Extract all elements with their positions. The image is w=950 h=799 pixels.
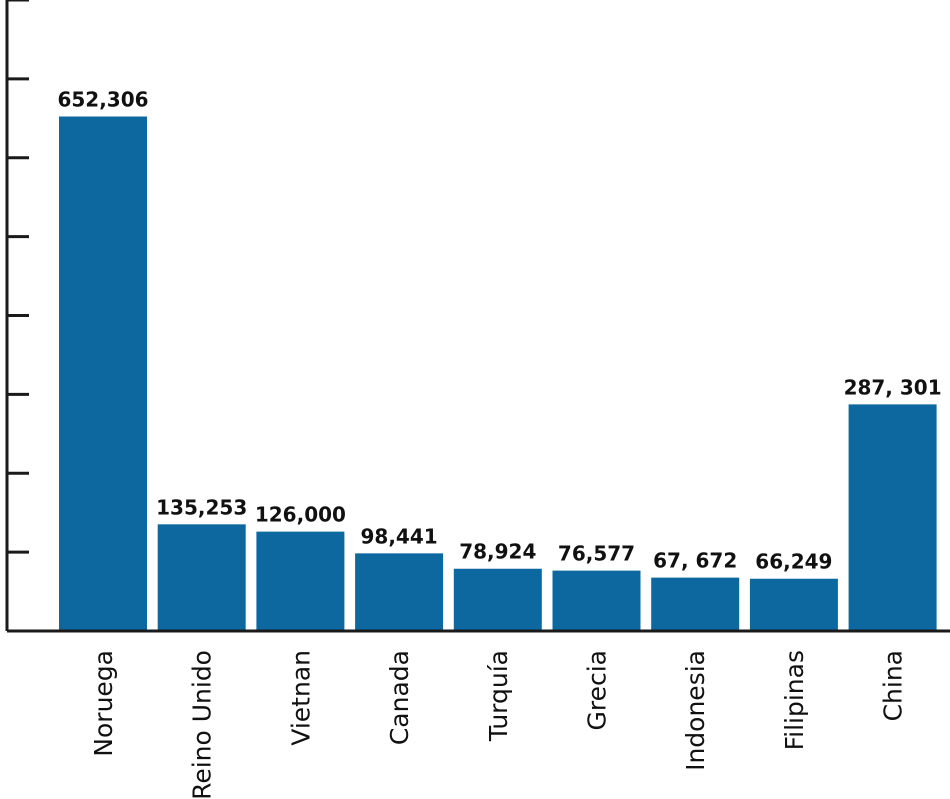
value-label: 135,253 [156,495,247,519]
value-label: 78,924 [459,540,536,564]
value-label: 76,577 [558,542,635,566]
bar-canada [355,553,444,631]
value-label: 652,306 [57,87,148,111]
category-label: Reino Unido [188,650,217,799]
value-label: 126,000 [255,503,346,527]
bar-filipinas [749,578,838,631]
category-label: Noruega [89,650,118,757]
category-labels: Noruega Reino Unido Vietnan Canada Turquía Gr… [89,650,908,799]
bar-vietnan [256,531,345,631]
bar-grecia [552,570,641,631]
bar-reino-unido [157,524,246,631]
category-label: Indonesia [681,650,710,771]
category-label: Turquía [484,650,513,742]
category-label: Filipinas [780,650,809,750]
category-label: China [879,650,908,721]
category-label: Grecia [583,650,612,731]
bar-turquía [453,568,542,631]
bar-noruega [59,116,147,631]
value-label: 287, 301 [844,375,942,399]
category-label: Vietnan [286,650,315,746]
value-label: 67, 672 [653,549,737,573]
bar-china [848,404,937,631]
category-label: Canada [385,650,414,745]
value-label: 98,441 [361,524,438,548]
value-labels: 652,306 135,253 126,000 98,441 78,924 76,577 6… [57,87,941,573]
y-axis-ticks [7,0,29,554]
bars [59,116,937,631]
bar-indonesia [651,577,740,631]
value-label: 66,249 [755,550,832,574]
